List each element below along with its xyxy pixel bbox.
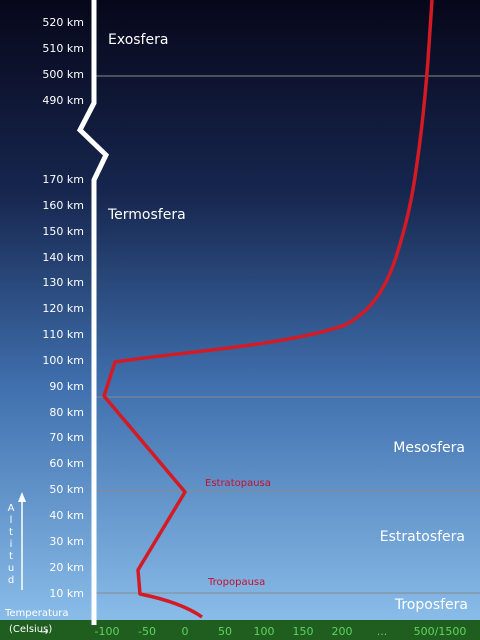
altitude-axis bbox=[76, 0, 110, 625]
altitude-label: 30 km bbox=[49, 535, 84, 548]
boundary-lines bbox=[94, 75, 480, 594]
altitude-label: 500 km bbox=[42, 68, 84, 81]
altitude-label: 10 km bbox=[49, 587, 84, 600]
layer-label: Mesosfera bbox=[393, 440, 465, 456]
layer-label: Termosfera bbox=[107, 207, 186, 223]
temperature-label: ... bbox=[377, 625, 388, 638]
altitude-label: 60 km bbox=[49, 457, 84, 470]
altitude-label: 100 km bbox=[42, 354, 84, 367]
altitude-label: 170 km bbox=[42, 173, 84, 186]
temperature-label: -50 bbox=[138, 625, 156, 638]
pause-label: Estratopausa bbox=[205, 478, 271, 489]
altitude-label: 50 km bbox=[49, 483, 84, 496]
temperature-label: -100 bbox=[95, 625, 120, 638]
temperature-title: Temperatura bbox=[4, 608, 69, 619]
altitude-label: 150 km bbox=[42, 225, 84, 238]
layer-label: Exosfera bbox=[108, 32, 168, 48]
altitude-label: 90 km bbox=[49, 380, 84, 393]
altitude-label: 80 km bbox=[49, 406, 84, 419]
altitude-label: 520 km bbox=[42, 16, 84, 29]
altitude-label: 490 km bbox=[42, 94, 84, 107]
altitude-label: 130 km bbox=[42, 276, 84, 289]
altitude-label: 110 km bbox=[42, 328, 84, 341]
layer-label: Estratosfera bbox=[380, 529, 465, 545]
temperature-label: 0 bbox=[182, 625, 189, 638]
temperature-unit: (Celsius) bbox=[9, 624, 52, 635]
pause-label: Tropopausa bbox=[207, 577, 265, 588]
altitude-label: 70 km bbox=[49, 431, 84, 444]
altitude-label: 20 km bbox=[49, 561, 84, 574]
temperature-label: 150 bbox=[293, 625, 314, 638]
altitude-label: 140 km bbox=[42, 251, 84, 264]
temperature-label: 50 bbox=[218, 625, 232, 638]
temperature-label: 500/1500 bbox=[414, 625, 467, 638]
altitude-label: 120 km bbox=[42, 302, 84, 315]
altitude-label: 160 km bbox=[42, 199, 84, 212]
layer-label: Troposfera bbox=[394, 597, 468, 613]
temperature-curve bbox=[102, 0, 434, 619]
altitude-label: 510 km bbox=[42, 42, 84, 55]
temperature-label: 100 bbox=[254, 625, 275, 638]
ground bbox=[0, 620, 480, 640]
temperature-label: 200 bbox=[332, 625, 353, 638]
altitude-arrowhead bbox=[18, 492, 26, 502]
altitude-label: 40 km bbox=[49, 509, 84, 522]
labels: Temperatura (Celsius) bbox=[4, 608, 69, 635]
temperature-arrow: → bbox=[40, 627, 48, 638]
